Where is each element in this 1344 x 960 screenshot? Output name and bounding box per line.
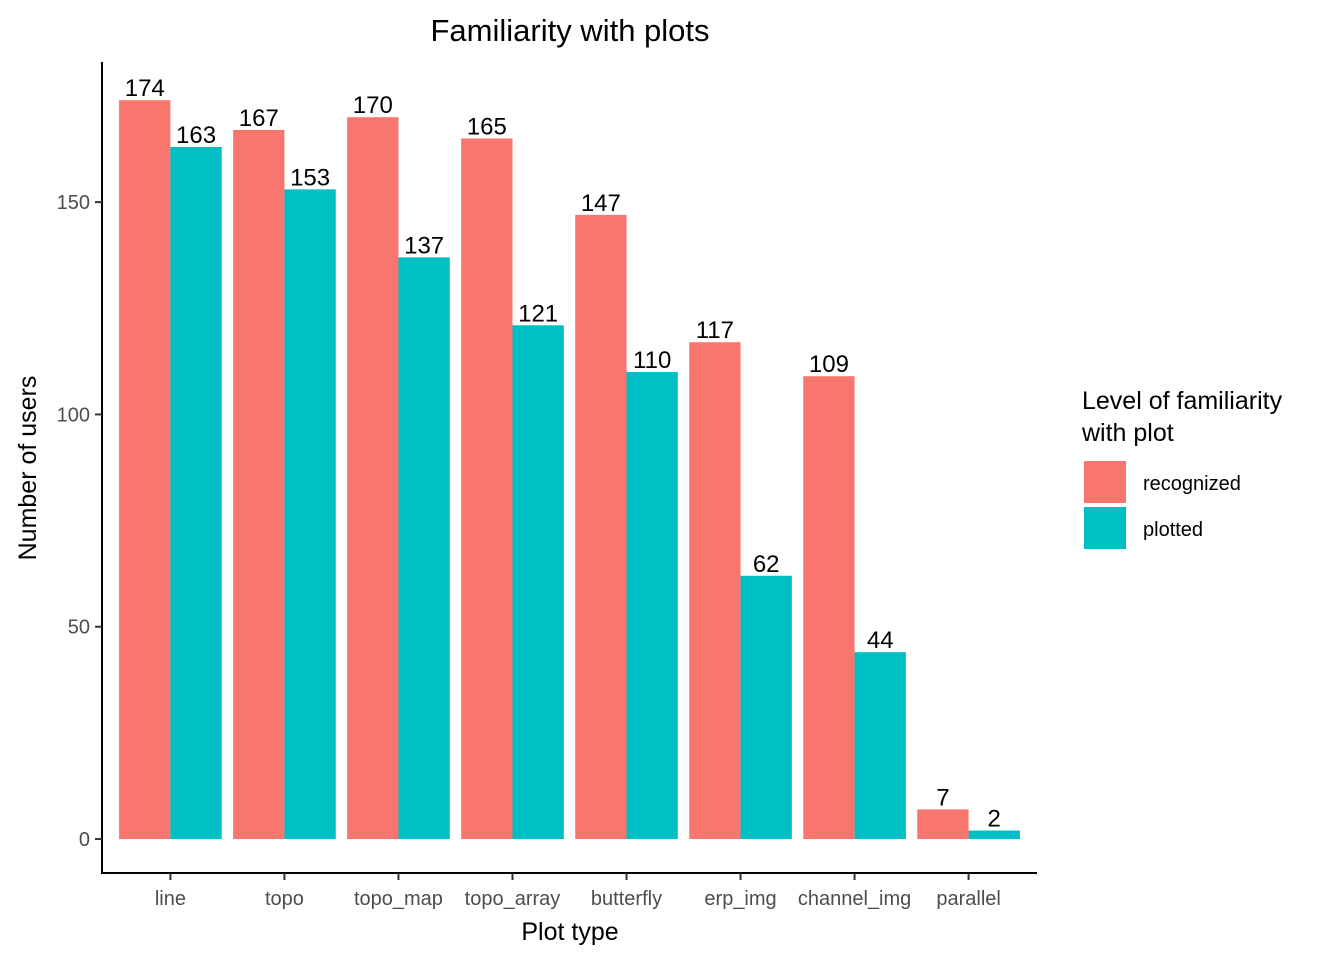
y-tick-label-50: 50 <box>68 617 90 639</box>
legend-key-recognized <box>1084 461 1126 503</box>
x-axis: line topo topo_map topo_array butterfly erp_i… <box>155 873 1001 910</box>
bar-recognized-topo <box>233 129 285 840</box>
bar-label-recognized-topo_array: 165 <box>467 113 507 140</box>
bar-plotted-butterfly <box>626 371 678 840</box>
bar-recognized-topo_array <box>461 138 513 840</box>
bar-label-recognized-topo_map: 170 <box>353 92 393 119</box>
bar-label-recognized-line: 174 <box>125 75 165 102</box>
plot-area: 174 163 167 153 170 137 165 121 147 110 117 62 109 44… <box>119 75 1020 840</box>
bar-label-plotted-topo_map: 137 <box>404 232 444 259</box>
bar-label-plotted-parallel: 2 <box>988 806 1001 833</box>
legend-title-line-2: with plot <box>1081 419 1174 447</box>
bar-plotted-topo <box>284 189 336 840</box>
bar-label-plotted-topo: 153 <box>290 164 330 191</box>
legend-title-line-1: Level of familiarity <box>1082 387 1283 415</box>
y-axis: 0 50 100 150 <box>57 192 102 851</box>
x-tick-label-topo_map: topo_map <box>354 888 443 910</box>
bar-plotted-topo_array <box>512 325 564 840</box>
bar-recognized-erp_img <box>689 342 741 840</box>
y-tick-label-150: 150 <box>57 192 90 214</box>
y-tick-label-0: 0 <box>79 829 90 851</box>
x-tick-label-topo_array: topo_array <box>465 888 561 910</box>
legend-label-plotted: plotted <box>1143 519 1203 541</box>
bar-label-recognized-erp_img: 117 <box>696 317 734 344</box>
legend: Level of familiarity with plot recognize… <box>1081 387 1283 549</box>
bar-recognized-butterfly <box>575 214 627 840</box>
x-axis-title: Plot type <box>521 918 618 946</box>
bar-label-recognized-channel_img: 109 <box>809 351 849 378</box>
x-tick-label-channel_img: channel_img <box>798 888 911 910</box>
bar-label-plotted-topo_array: 121 <box>518 300 558 327</box>
bar-plotted-topo_map <box>398 257 450 840</box>
x-tick-label-butterfly: butterfly <box>591 888 662 910</box>
x-tick-label-parallel: parallel <box>936 888 1000 910</box>
bar-plotted-erp_img <box>740 575 792 840</box>
legend-label-recognized: recognized <box>1143 473 1241 495</box>
bar-label-recognized-topo: 167 <box>239 105 279 132</box>
y-tick-label-100: 100 <box>57 404 90 426</box>
bar-recognized-channel_img <box>803 376 855 840</box>
bar-label-recognized-butterfly: 147 <box>581 190 621 217</box>
bar-plotted-channel_img <box>854 652 906 840</box>
chart-title: Familiarity with plots <box>430 13 709 48</box>
bar-label-plotted-line: 163 <box>176 122 216 149</box>
y-axis-title: Number of users <box>14 376 42 561</box>
bar-label-recognized-parallel: 7 <box>936 784 949 811</box>
bar-recognized-topo_map <box>347 117 399 840</box>
x-tick-label-line: line <box>155 888 186 910</box>
legend-items: recognized plotted <box>1084 461 1241 549</box>
bar-plotted-line <box>170 146 222 840</box>
bar-recognized-parallel <box>917 809 969 840</box>
bar-label-plotted-channel_img: 44 <box>867 627 894 654</box>
bar-label-plotted-butterfly: 110 <box>633 347 671 374</box>
bar-plotted-parallel <box>968 830 1020 840</box>
legend-key-plotted <box>1084 507 1126 549</box>
x-tick-label-topo: topo <box>265 888 304 910</box>
x-tick-label-erp_img: erp_img <box>704 888 776 910</box>
bar-recognized-line <box>119 100 171 840</box>
bar-label-plotted-erp_img: 62 <box>753 551 780 578</box>
